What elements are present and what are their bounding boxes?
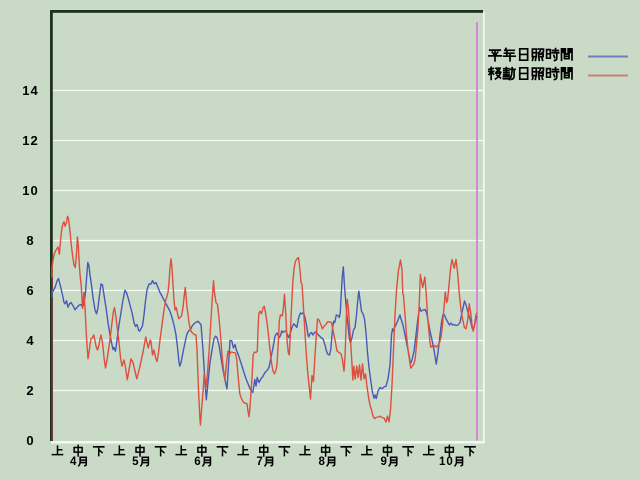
svg-text:4: 4 xyxy=(26,333,34,348)
svg-text:9: 9 xyxy=(381,456,388,468)
svg-text:14: 14 xyxy=(22,83,38,98)
svg-text:2: 2 xyxy=(26,383,34,398)
svg-text:0: 0 xyxy=(26,433,34,448)
svg-text:7: 7 xyxy=(256,456,263,468)
svg-text:12: 12 xyxy=(22,133,38,148)
svg-text:10: 10 xyxy=(439,456,454,468)
svg-text:5: 5 xyxy=(132,456,139,468)
svg-text:10: 10 xyxy=(22,183,38,198)
svg-text:4: 4 xyxy=(70,456,77,468)
svg-text:8: 8 xyxy=(318,456,325,468)
svg-text:8: 8 xyxy=(26,233,34,248)
svg-text:6: 6 xyxy=(26,283,34,298)
svg-text:6: 6 xyxy=(194,456,201,468)
